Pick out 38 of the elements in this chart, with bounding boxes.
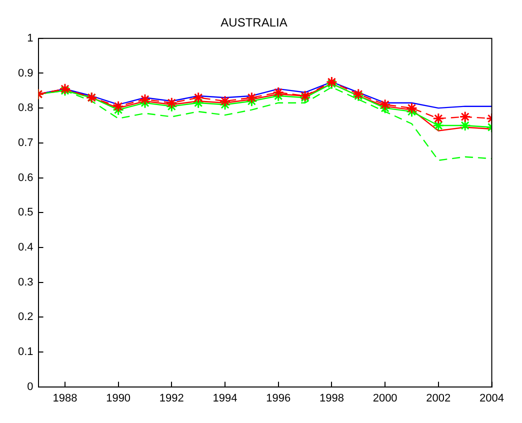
y-tick-label: 1 [27,32,34,44]
point [432,120,444,132]
point [459,111,471,123]
y-tick-label: 0.4 [18,241,34,254]
y-tick-label: 0.6 [18,172,34,184]
x-tick-label: 2004 [480,392,504,404]
point [192,92,204,104]
x-tick-label: 1996 [266,392,291,404]
point [219,95,231,107]
x-tick-label: 1988 [52,392,78,404]
point [272,86,284,98]
point [406,102,418,114]
x-tick-label: 1994 [212,392,238,404]
y-tick-label: 0 [27,380,34,393]
y-tick-label: 0.5 [18,206,34,219]
y-tick-label: 0.7 [18,136,34,149]
point [139,94,151,106]
point [166,100,178,112]
y-tick-label: 0.8 [18,102,34,114]
point [139,97,151,109]
x-tick-label: 1990 [106,392,131,404]
point [459,120,471,132]
x-tick-label: 2000 [372,392,398,404]
y-tick-label: 0.2 [18,311,34,324]
y-tick-label: 0.3 [18,276,34,288]
x-tick-label: 1998 [319,392,344,404]
x-tick-label: 2002 [426,392,451,404]
point [379,98,391,110]
x-tick-label: 1992 [159,392,184,404]
point [112,104,124,116]
y-tick-label: 0.1 [18,346,34,358]
y-tick-label: 0.9 [18,67,34,80]
point [192,97,204,109]
point [432,112,444,124]
point [246,92,258,104]
point [112,100,124,112]
point [166,97,178,109]
chart-title: AUSTRALIA [220,16,288,30]
